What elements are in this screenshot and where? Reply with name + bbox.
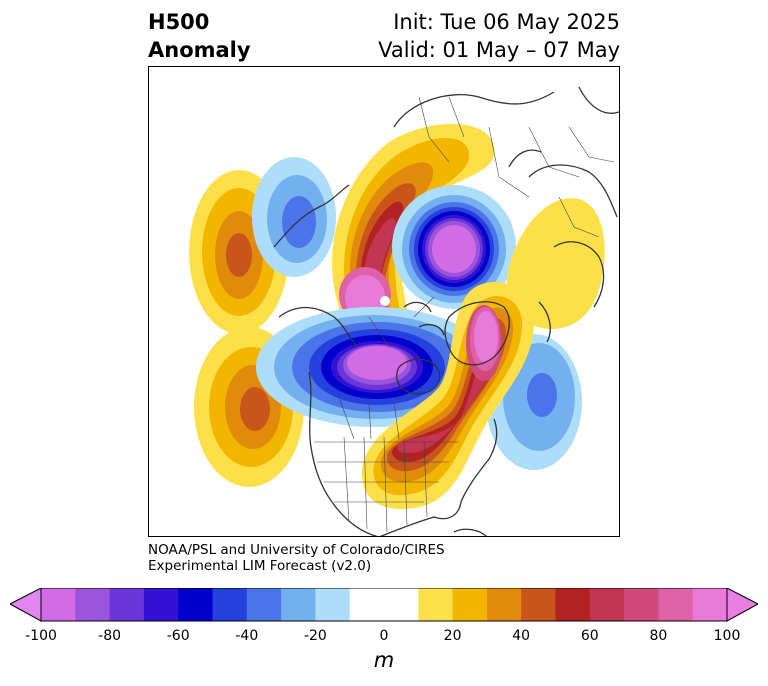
- anomaly-map: [148, 66, 620, 537]
- colorbar-box: [349, 588, 385, 621]
- colorbar-box: [589, 588, 625, 621]
- colorbar-box: [658, 588, 694, 621]
- colorbar-tick-label: 60: [580, 628, 599, 644]
- title-type: Anomaly: [148, 38, 251, 62]
- init-date: Init: Tue 06 May 2025: [393, 10, 620, 34]
- country-borders: [314, 96, 615, 533]
- colorbar-box: [624, 588, 659, 621]
- credit-line-1: NOAA/PSL and University of Colorado/CIRE…: [148, 542, 445, 558]
- colorbar-tick-label: 80: [649, 628, 668, 644]
- colorbar-outline: [40, 588, 728, 622]
- colorbar-under-arrow: [10, 588, 42, 622]
- map-title: H500 Anomaly: [148, 8, 251, 64]
- colorbar-tick-label: 40: [512, 628, 531, 644]
- colorbar-box: [109, 588, 145, 621]
- colorbar-box: [178, 588, 213, 621]
- credit-text: NOAA/PSL and University of Colorado/CIRE…: [148, 542, 445, 574]
- colorbar-box: [246, 588, 282, 621]
- colorbar: [10, 588, 758, 622]
- colorbar-box: [315, 588, 351, 621]
- credit-line-2: Experimental LIM Forecast (v2.0): [148, 558, 372, 574]
- colorbar-tick-label: -80: [98, 628, 122, 644]
- colorbar-box: [521, 588, 556, 621]
- colorbar-box: [143, 588, 179, 621]
- colorbar-box: [41, 588, 76, 621]
- valid-dates: Valid: 01 May – 07 May: [378, 38, 620, 62]
- colorbar-box: [418, 588, 454, 621]
- forecast-dates: Init: Tue 06 May 2025 Valid: 01 May – 07…: [378, 8, 620, 64]
- colorbar-tick-label: -40: [235, 628, 259, 644]
- anomaly-map-svg: [189, 86, 619, 536]
- colorbar-box: [75, 588, 111, 621]
- colorbar-over-arrow: [726, 588, 758, 622]
- colorbar-box: [692, 588, 728, 621]
- colorbar-tick-label: -100: [25, 628, 57, 644]
- colorbar-box: [555, 588, 591, 621]
- colorbar-tick-label: -60: [166, 628, 190, 644]
- coastlines: [273, 86, 619, 536]
- title-variable: H500: [148, 10, 210, 34]
- colorbar-box: [384, 588, 419, 621]
- anomaly-negative-bering: [252, 157, 336, 277]
- anomaly-positive-europe: [506, 198, 605, 329]
- colorbar-box: [212, 588, 248, 621]
- colorbar-tick-label: -20: [303, 628, 327, 644]
- colorbar-unit-label: m: [373, 648, 395, 672]
- anomaly-negative-polar: [392, 185, 516, 309]
- colorbar-tick-label: 0: [379, 628, 389, 644]
- anomaly-positive-eastern-us: [361, 282, 534, 510]
- colorbar-box: [281, 588, 316, 621]
- colorbar-box: [452, 588, 488, 621]
- colorbar-boxes: [41, 588, 728, 621]
- colorbar-tick-label: 20: [443, 628, 462, 644]
- colorbar-box: [486, 588, 522, 621]
- colorbar-tick-label: 100: [713, 628, 741, 644]
